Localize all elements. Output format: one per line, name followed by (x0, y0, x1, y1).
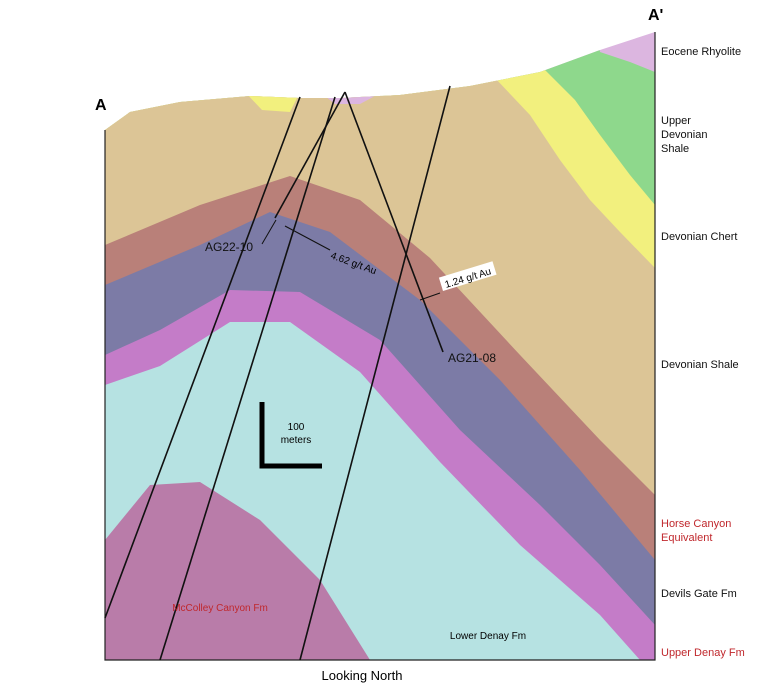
section-end: A (95, 97, 107, 114)
unit-label: Lower Denay Fm (450, 631, 526, 642)
legend-label: Shale (661, 143, 689, 155)
drill-hole (274, 91, 346, 219)
legend-label: Devonian Chert (661, 231, 737, 243)
structures (104, 85, 451, 661)
legend-label: Devonian Shale (661, 359, 739, 371)
legend-label: Upper (661, 115, 691, 127)
fault (299, 85, 451, 661)
legend-label: Devils Gate Fm (661, 588, 737, 600)
leader (419, 292, 441, 301)
scale-unit: meters (281, 435, 312, 446)
leader (284, 225, 331, 251)
fault (104, 96, 301, 619)
rhyolite-patch (325, 96, 375, 104)
scale-bar (259, 402, 322, 469)
unit-label: McColley Canyon Fm (172, 603, 268, 614)
legend-label: Eocene Rhyolite (661, 46, 741, 58)
drill-hole (344, 91, 444, 353)
legend-label: Equivalent (661, 532, 712, 544)
section-end: A' (648, 7, 663, 24)
geology (105, 32, 655, 660)
hole-name: AG21-08 (448, 351, 496, 365)
leader (261, 219, 277, 245)
mccolley-canyon (105, 482, 370, 660)
scale-value: 100 (288, 422, 305, 433)
legend-label: Horse Canyon (661, 518, 731, 530)
section-frame (104, 32, 656, 661)
view-direction: Looking North (322, 668, 403, 683)
legend-label: Devonian (661, 129, 707, 141)
legend-label: Upper Denay Fm (661, 647, 745, 659)
assay-box (438, 261, 497, 291)
hole-name: AG22-10 (205, 240, 253, 254)
legend: Eocene Rhyolite Upper Devonian Shale Dev… (661, 46, 745, 659)
fault (159, 96, 336, 661)
